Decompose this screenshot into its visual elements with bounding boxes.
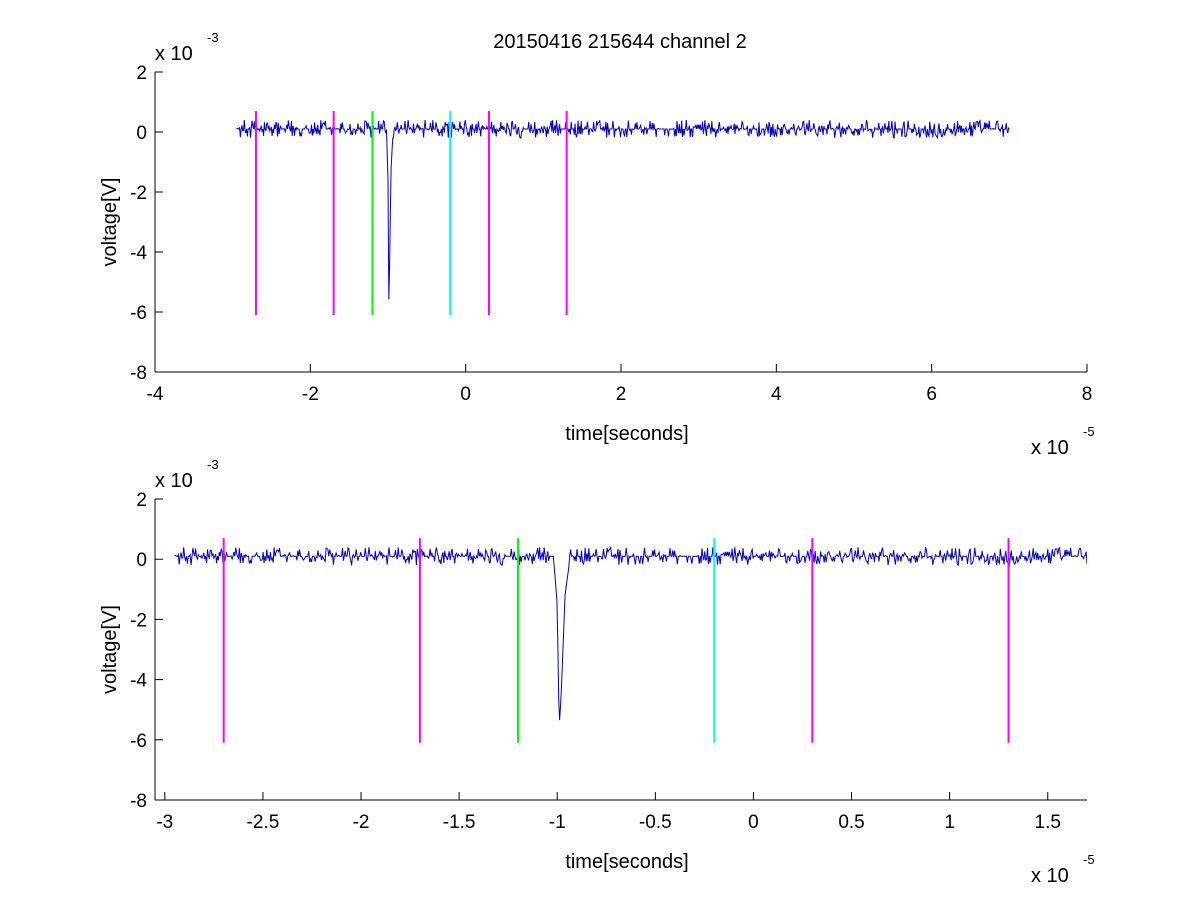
x-tick-label: -3 <box>156 812 173 833</box>
y-tick-label: -8 <box>130 363 147 384</box>
x-tick-label: 2 <box>616 384 627 405</box>
x-tick-label: 6 <box>926 384 937 405</box>
y-axis-multiplier-exponent: -3 <box>207 457 219 472</box>
y-tick-label: -4 <box>130 671 147 692</box>
y-tick-label: 0 <box>136 123 147 144</box>
x-axis-label: time[seconds] <box>565 851 688 873</box>
signal-series-line <box>174 545 1087 721</box>
plot-area <box>174 538 1087 743</box>
y-tick-label: 2 <box>136 63 147 84</box>
x-axis-multiplier-exponent: -5 <box>1083 424 1095 439</box>
top-plot: -8 -6 -4 -2 0 2 -4 -2 0 2 4 6 8 time[seconds] voltage[… <box>99 30 1095 459</box>
x-tick-label: -1.5 <box>443 812 476 833</box>
y-axis-label: voltage[V] <box>99 178 121 267</box>
y-axis-multiplier: x 10 <box>155 43 193 65</box>
y-tick-label: 0 <box>136 550 147 571</box>
x-tick-label: 0 <box>460 384 471 405</box>
x-axis-label: time[seconds] <box>565 423 688 445</box>
x-tick-label: 0 <box>748 812 759 833</box>
x-axis-multiplier: x 10 <box>1031 865 1069 887</box>
y-tick-label: -2 <box>130 610 147 631</box>
x-tick-label: -2.5 <box>247 812 280 833</box>
x-tick-label: -2 <box>302 384 319 405</box>
x-tick-label: 0.5 <box>838 812 864 833</box>
signal-series-line <box>236 119 1010 300</box>
bottom-plot: -8 -6 -4 -2 0 2 -3 -2.5 -2 -1.5 -1 -0.5 0 0.5 1 1.5 time… <box>99 457 1095 887</box>
x-tick-label: -0.5 <box>639 812 672 833</box>
y-tick-label: -8 <box>130 791 147 812</box>
x-tick-label: -4 <box>147 384 164 405</box>
x-tick-label: -2 <box>353 812 370 833</box>
x-tick-label: -1 <box>549 812 566 833</box>
x-axis-multiplier-exponent: -5 <box>1083 852 1095 867</box>
y-axis-label: voltage[V] <box>99 605 121 694</box>
y-tick-label: 2 <box>136 490 147 511</box>
x-tick-label: 1 <box>944 812 955 833</box>
x-tick-label: 4 <box>771 384 782 405</box>
y-tick-label: -2 <box>130 183 147 204</box>
x-tick-label: 1.5 <box>1035 812 1061 833</box>
y-tick-label: -6 <box>130 303 147 324</box>
y-axis-multiplier: x 10 <box>155 470 193 492</box>
plot-area <box>236 111 1010 315</box>
x-tick-label: 8 <box>1082 384 1093 405</box>
y-axis-multiplier-exponent: -3 <box>207 30 219 45</box>
x-axis-multiplier: x 10 <box>1031 437 1069 459</box>
y-tick-label: -4 <box>130 243 147 264</box>
figure-title: 20150416 215644 channel 2 <box>493 31 747 53</box>
y-tick-label: -6 <box>130 731 147 752</box>
